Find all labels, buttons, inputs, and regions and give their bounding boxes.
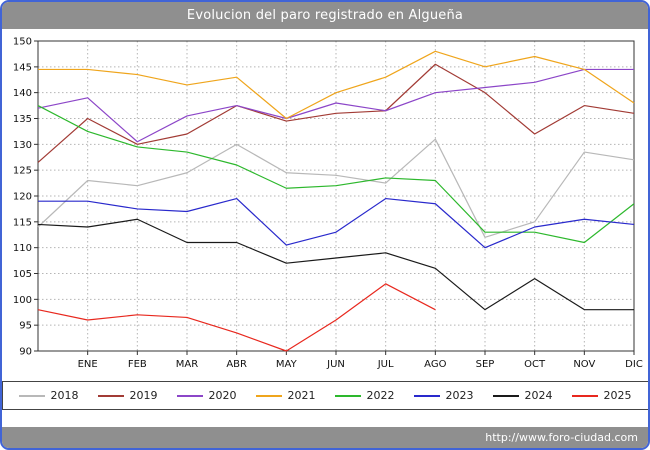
legend-item-2019: 2019 [97, 389, 158, 402]
legend-item-2020: 2020 [176, 389, 237, 402]
legend-label: 2021 [287, 389, 316, 402]
line-chart: 90 95 100 105 110 115 120 125 130 135 140 145 150 ENE… [13, 37, 643, 371]
chart-title-bar: Evolucion del paro registrado en Algueña [2, 2, 648, 29]
y-tick-label: 115 [13, 217, 32, 228]
series-line-2024 [37, 218, 634, 311]
x-tick-label: JUL [377, 359, 394, 370]
y-tick-label: 125 [13, 166, 32, 177]
y-tick-label: 120 [13, 192, 32, 203]
legend-label: 2025 [603, 389, 632, 402]
legend-item-2018: 2018 [18, 389, 79, 402]
x-tick-label: FEB [128, 359, 147, 370]
legend-swatch-2023 [413, 394, 440, 397]
legend-swatch-2019 [97, 394, 124, 397]
y-tick-label: 110 [13, 243, 32, 254]
y-tick-label: 140 [13, 88, 32, 99]
plot-border [37, 40, 635, 352]
y-tick-label: 95 [19, 321, 32, 332]
legend-swatch-2018 [18, 394, 45, 397]
legend-label: 2024 [524, 389, 553, 402]
legend-row: 2018 2019 2020 2021 2022 2023 2024 2025 [2, 381, 648, 410]
legend-label: 2018 [50, 389, 79, 402]
legend-swatch-2025 [571, 394, 598, 397]
x-tick-label: MAR [176, 359, 198, 370]
legend-item-2023: 2023 [413, 389, 474, 402]
legend-label: 2020 [208, 389, 237, 402]
x-tick-label: JUN [326, 359, 345, 370]
chart-legend: 2018 2019 2020 2021 2022 2023 2024 2025 [2, 381, 648, 410]
legend-item-2022: 2022 [334, 389, 395, 402]
series-line-2019 [37, 63, 635, 163]
legend-swatch-2021 [255, 394, 282, 397]
x-tick-label: OCT [524, 359, 546, 370]
y-tick-label: 130 [13, 140, 32, 151]
x-tick-label: AGO [424, 359, 446, 370]
legend-item-2025: 2025 [571, 389, 632, 402]
legend-label: 2019 [129, 389, 158, 402]
x-tick-label: NOV [573, 359, 595, 370]
legend-label: 2022 [366, 389, 395, 402]
x-tick-label: DIC [625, 359, 643, 370]
y-tick-label: 145 [13, 62, 32, 73]
y-tick-label: 90 [19, 347, 32, 358]
series-line-2020 [37, 68, 634, 143]
series-line-2025 [37, 283, 436, 352]
series-line-2018 [37, 138, 635, 238]
y-tick-label: 100 [13, 295, 32, 306]
x-tick-label: MAY [276, 359, 298, 370]
spacer [2, 410, 648, 427]
series-line-2021 [38, 50, 635, 120]
x-tick-label: SEP [476, 359, 495, 370]
y-tick-label: 105 [13, 269, 32, 280]
y-tick-label: 135 [13, 114, 32, 125]
footer-bar: http://www.foro-ciudad.com [2, 427, 648, 448]
series-line-2022 [37, 105, 635, 244]
y-tick-label: 150 [13, 37, 32, 48]
legend-item-2021: 2021 [255, 389, 316, 402]
x-tick-label: ABR [226, 359, 247, 370]
series-line-2023 [38, 197, 635, 249]
legend-swatch-2020 [176, 394, 203, 397]
chart-area: 90 95 100 105 110 115 120 125 130 135 140 145 150 ENE… [2, 29, 648, 381]
legend-label: 2023 [445, 389, 474, 402]
legend-swatch-2024 [492, 394, 519, 397]
page-title: Evolucion del paro registrado en Algueña [186, 8, 464, 23]
legend-item-2024: 2024 [492, 389, 553, 402]
x-tick-label: ENE [78, 359, 98, 370]
legend-swatch-2022 [334, 394, 361, 397]
footer-url[interactable]: http://www.foro-ciudad.com [485, 431, 638, 444]
